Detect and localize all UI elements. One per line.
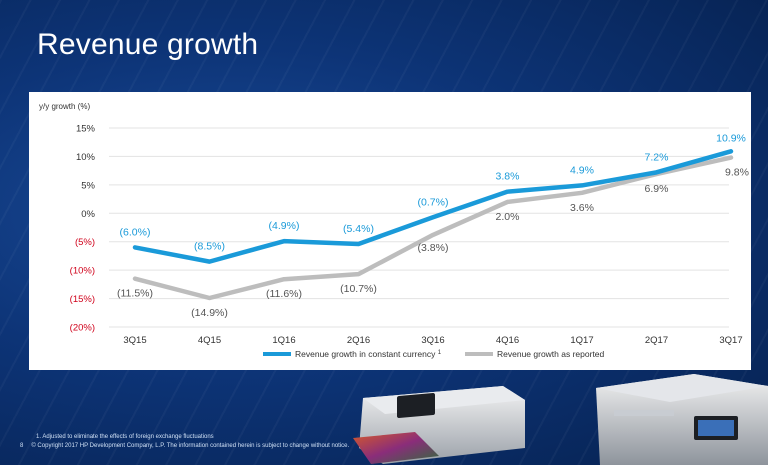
x-tick-labels: 3Q15 4Q15 1Q16 2Q16 3Q16 4Q16 1Q17 2Q17 3Q17 xyxy=(123,335,742,346)
data-label-constant-currency: (0.7%) xyxy=(418,196,449,208)
y-tick-label: (5%) xyxy=(75,237,95,248)
data-label-constant-currency: 4.9% xyxy=(570,164,594,176)
y-tick-label: 15% xyxy=(76,124,96,135)
x-tick-label: 2Q17 xyxy=(645,335,668,346)
data-label-constant-currency: (5.4%) xyxy=(343,223,374,235)
x-tick-label: 3Q15 xyxy=(123,335,146,346)
data-label-as-reported: (11.6%) xyxy=(266,288,302,300)
x-tick-label: 1Q16 xyxy=(272,335,295,346)
data-labels: (6.0%) (8.5%) (4.9%) (5.4%) (0.7%) 3.8% 4.9% 7.… xyxy=(117,132,749,319)
x-tick-label: 3Q16 xyxy=(421,335,444,346)
printer-image-left xyxy=(353,386,525,464)
data-label-constant-currency: 3.8% xyxy=(496,171,520,183)
line-as-reported xyxy=(132,155,734,301)
x-tick-label: 3Q17 xyxy=(719,335,742,346)
copyright-line: 8 © Copyright 2017 HP Development Company… xyxy=(20,442,357,451)
x-tick-label: 1Q17 xyxy=(570,335,593,346)
data-label-as-reported: 6.9% xyxy=(645,183,669,195)
data-label-constant-currency: (6.0%) xyxy=(120,226,151,238)
gridlines xyxy=(109,127,729,328)
y-tick-labels: 15% 10% 5% 0% (5%) (10%) (15%) (20%) xyxy=(70,124,96,334)
data-label-as-reported: 2.0% xyxy=(496,211,520,223)
data-label-as-reported: (10.7%) xyxy=(340,283,377,295)
printer-image-right xyxy=(596,374,768,465)
slide-footer: 1. Adjusted to eliminate the effects of … xyxy=(20,433,357,451)
data-label-as-reported: (11.5%) xyxy=(117,288,153,300)
chart-panel: 15% 10% 5% 0% (5%) (10%) (15%) (20%) 3Q15 4Q15 1Q… xyxy=(29,92,751,370)
y-tick-label: 5% xyxy=(81,180,95,191)
legend-footnote-marker: 1 xyxy=(438,350,442,356)
legend-label-constant-currency: Revenue growth in constant currency 1 xyxy=(295,349,442,359)
data-label-as-reported: (3.8%) xyxy=(418,242,449,254)
y-tick-label: (10%) xyxy=(70,266,95,277)
data-label-as-reported: (14.9%) xyxy=(191,307,228,319)
y-axis-label: y/y growth (%) xyxy=(39,102,90,111)
slide-title: Revenue growth xyxy=(37,28,259,61)
copyright-text: © Copyright 2017 HP Development Company,… xyxy=(31,443,350,449)
footnote: 1. Adjusted to eliminate the effects of … xyxy=(36,434,214,440)
y-tick-label: 0% xyxy=(81,209,95,220)
x-tick-label: 4Q15 xyxy=(198,335,221,346)
y-tick-label: 10% xyxy=(76,152,96,163)
data-label-constant-currency: 7.2% xyxy=(645,151,669,163)
data-label-as-reported: 3.6% xyxy=(570,202,594,214)
revenue-growth-chart: 15% 10% 5% 0% (5%) (10%) (15%) (20%) 3Q15 4Q15 1Q… xyxy=(39,102,749,359)
x-tick-label: 2Q16 xyxy=(347,335,370,346)
legend: Revenue growth in constant currency 1 Rev… xyxy=(263,349,605,359)
y-tick-label: (20%) xyxy=(70,323,95,334)
y-tick-label: (15%) xyxy=(70,294,95,305)
line-constant-currency xyxy=(132,149,734,264)
data-label-constant-currency: (4.9%) xyxy=(269,220,300,232)
data-label-constant-currency: 10.9% xyxy=(716,132,746,144)
series-lines xyxy=(132,149,734,301)
x-tick-label: 4Q16 xyxy=(496,335,519,346)
data-label-as-reported: 9.8% xyxy=(725,167,749,179)
page-number: 8 xyxy=(20,443,24,449)
legend-label-as-reported: Revenue growth as reported xyxy=(497,349,605,359)
data-label-constant-currency: (8.5%) xyxy=(194,241,225,253)
